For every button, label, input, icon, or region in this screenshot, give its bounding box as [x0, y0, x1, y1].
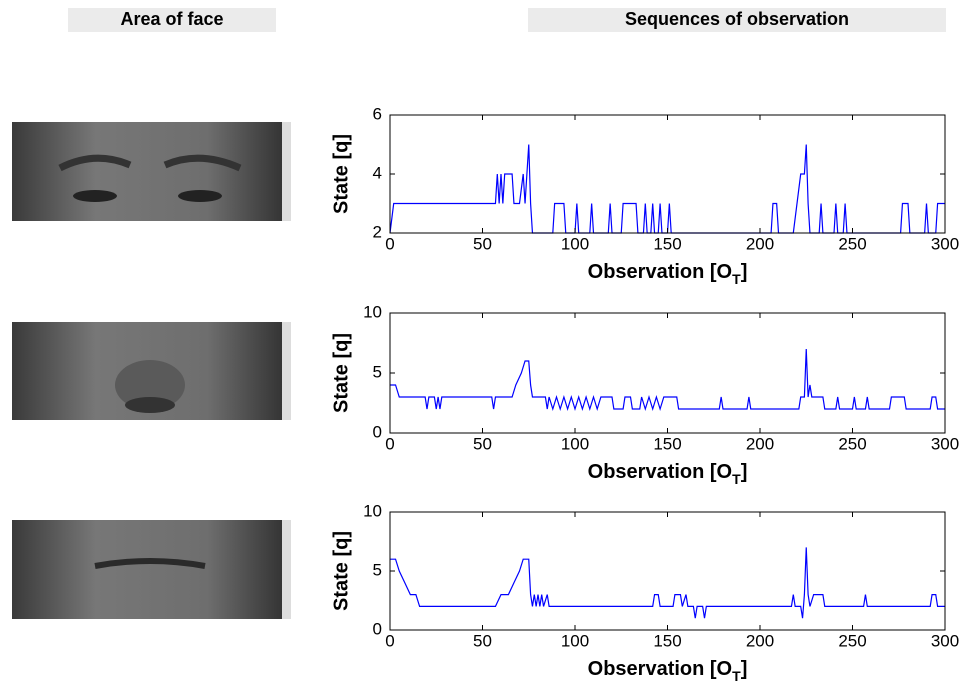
x-tick-label: 250	[838, 234, 866, 253]
x-tick-label: 50	[473, 434, 492, 453]
data-line	[390, 547, 945, 619]
y-tick-label: 4	[373, 163, 382, 182]
x-axis-label-text: Observation [O	[588, 461, 732, 483]
header-right: Sequences of observation	[625, 9, 849, 29]
x-tick-label: 0	[385, 234, 394, 253]
y-axis-label: State [q]	[330, 333, 352, 413]
x-tick-label: 150	[653, 434, 681, 453]
axes-background	[390, 115, 945, 233]
x-axis-label-suffix: ]	[741, 261, 748, 283]
y-axis-label: State [q]	[330, 134, 352, 214]
x-tick-label: 250	[838, 631, 866, 650]
x-tick-label: 200	[746, 631, 774, 650]
x-axis-label-text: Observation [O	[588, 658, 732, 680]
y-tick-label: 10	[363, 302, 382, 321]
x-axis-label: Observation [OT]	[588, 658, 748, 683]
x-tick-label: 100	[561, 434, 589, 453]
x-axis-label: Observation [OT]	[588, 461, 748, 486]
y-tick-label: 6	[373, 104, 382, 123]
x-tick-label: 300	[931, 434, 959, 453]
x-tick-label: 200	[746, 234, 774, 253]
x-tick-label: 200	[746, 434, 774, 453]
axes-background	[390, 512, 945, 630]
x-tick-label: 0	[385, 631, 394, 650]
x-axis-label-suffix: ]	[741, 461, 748, 483]
header-box	[68, 8, 276, 32]
subplot: 0 50 100 150 200 250 300 0 5 10 State [q] Observati…	[330, 302, 959, 486]
face-mouth	[12, 520, 291, 619]
data-line	[390, 348, 945, 412]
axes-background	[390, 313, 945, 433]
face-nose	[12, 322, 291, 420]
y-tick-label: 0	[373, 422, 382, 441]
y-tick-label: 0	[373, 619, 382, 638]
x-tick-label: 250	[838, 434, 866, 453]
y-axis-label: State [q]	[330, 531, 352, 611]
x-axis-label: Observation [OT]	[588, 261, 748, 286]
y-tick-label: 2	[373, 222, 382, 241]
x-tick-label: 50	[473, 234, 492, 253]
subplot: 0 50 100 150 200 250 300 2 4 6 State [q] Observatio…	[330, 104, 959, 286]
x-tick-label: 0	[385, 434, 394, 453]
face-eyes	[12, 122, 291, 221]
subplot: 0 50 100 150 200 250 300 0 5 10 State [q] Observati…	[330, 501, 959, 683]
x-tick-label: 150	[653, 234, 681, 253]
y-tick-label: 5	[373, 560, 382, 579]
x-axis-label-text: Observation [O	[588, 261, 732, 283]
header-box	[528, 8, 946, 32]
x-tick-label: 50	[473, 631, 492, 650]
x-axis-label-subscript: T	[732, 668, 741, 684]
x-tick-label: 300	[931, 631, 959, 650]
x-axis-label-subscript: T	[732, 271, 741, 287]
x-axis-label-subscript: T	[732, 471, 741, 487]
x-tick-label: 100	[561, 234, 589, 253]
y-tick-label: 10	[363, 501, 382, 520]
x-tick-label: 300	[931, 234, 959, 253]
x-tick-label: 100	[561, 631, 589, 650]
x-tick-label: 150	[653, 631, 681, 650]
y-tick-label: 5	[373, 362, 382, 381]
x-axis-label-suffix: ]	[741, 658, 748, 680]
header-left: Area of face	[120, 9, 223, 29]
